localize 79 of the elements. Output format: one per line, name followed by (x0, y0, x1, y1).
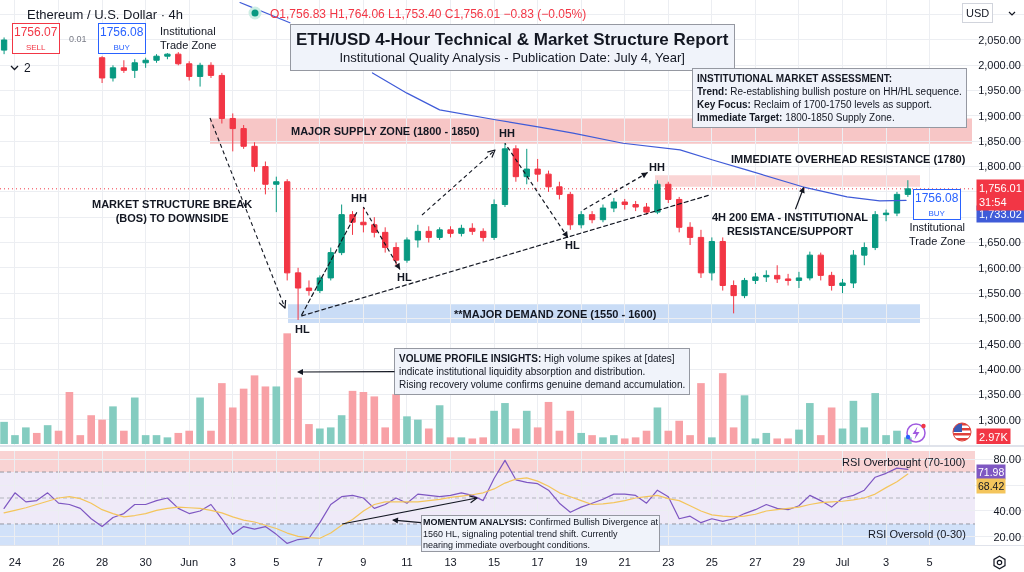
annotation: INSTITUTIONAL MARKET ASSESSMENT: (697, 73, 893, 84)
annotation: 4H 200 EMA - INSTITUTIONAL RESISTANCE/SUPPORT (712, 211, 869, 238)
y-tick-label: 2,050.00 (978, 33, 1021, 46)
y-tick-label: 1,650.00 (978, 236, 1021, 249)
y-tick-label: 1,950.00 (978, 84, 1021, 97)
y-tick-label: 1,500.00 (978, 312, 1021, 325)
annotation: BUY (113, 43, 131, 53)
annotation: Ethereum / U.S. Dollar · 4h (27, 7, 184, 22)
annotation: Institutional Trade Zone (909, 221, 966, 248)
annotation: 1756.08 (915, 191, 959, 205)
x-tick-label: 24 (8, 556, 22, 569)
annotation: 1756.08 (100, 25, 144, 39)
annotation: 68.42 (978, 480, 1005, 492)
x-tick-label: 5 (273, 556, 280, 569)
y-tick-label: 20.00 (993, 530, 1021, 543)
text: Institutional Quality Analysis - Publication Date: July 4, Year] (339, 49, 685, 65)
x-tick-label: Jul (835, 556, 850, 569)
annotation: HL (397, 271, 412, 283)
x-tick-label: 7 (316, 556, 323, 569)
annotation: O1,756.83 H1,764.06 L1,753.40 C1,756.01 −0.83 (−0.05%) (270, 7, 587, 21)
annotation: Institutional Trade Zone (160, 25, 217, 52)
annotation: MOMENTUM ANALYSIS: Confirmed Bullish Divergence at 1560 HL, signaling potential trend shift. Currently nearing immediate overbought conditions. (423, 517, 659, 551)
y-tick-label: 1,400.00 (978, 362, 1021, 375)
x-tick-label: 13 (444, 556, 457, 569)
x-tick-label: 21 (618, 556, 631, 569)
band-label: RSI Overbought (70-100) (842, 456, 966, 468)
annotation: HL (565, 239, 580, 251)
annotation: Key Focus: Reclaim of 1700-1750 levels as support. (697, 99, 933, 110)
y-tick-label: 1,900.00 (978, 109, 1021, 122)
ref-line-label: 1,756.01 (979, 182, 1022, 194)
y-tick-label: 1,850.00 (978, 135, 1021, 148)
band-label: **MAJOR DEMAND ZONE (1550 - 1600) (454, 308, 657, 320)
y-tick-label: 1,800.00 (978, 160, 1021, 173)
x-tick-label: 27 (749, 556, 762, 569)
x-tick-label: 26 (52, 556, 65, 569)
annotation: HH (649, 161, 665, 173)
band-label: MAJOR SUPPLY ZONE (1800 - 1850) (291, 125, 480, 137)
x-tick-label: 28 (95, 556, 109, 569)
annotation: HH (499, 127, 515, 139)
annotation: MARKET STRUCTURE BREAK (BOS) TO DOWNSIDE (92, 198, 253, 225)
x-tick-label: 3 (229, 556, 236, 569)
annotation: BUY (928, 209, 946, 219)
annotation: 1756.07 (14, 25, 58, 39)
y-tick-label: 1,600.00 (978, 261, 1021, 274)
x-tick-label: 5 (926, 556, 933, 569)
x-tick-label: 3 (883, 556, 890, 569)
x-tick-label: 9 (360, 556, 367, 569)
y-tick-label: 2,000.00 (978, 59, 1021, 72)
x-tick-label: 25 (705, 556, 718, 569)
y-tick-label: 80.00 (993, 452, 1021, 465)
annotation: 71.98 (978, 466, 1005, 478)
annotation: HL (295, 323, 310, 335)
y-tick-label: 1,350.00 (978, 388, 1021, 401)
annotation: 31:54 (979, 196, 1007, 209)
annotation: USD (966, 7, 990, 19)
y-tick-label: 1,450.00 (978, 337, 1021, 350)
annotation: Trend: Re-establishing bullish posture on HH/HL sequence. (697, 86, 962, 97)
y-tick-label: 1,550.00 (978, 286, 1021, 299)
x-tick-label: 29 (792, 556, 806, 569)
annotation: 0.01 (69, 34, 87, 44)
x-tick-label: 15 (487, 556, 501, 569)
annotation: SELL (25, 43, 47, 53)
x-tick-label: 30 (139, 556, 152, 569)
text: ETH/USD 4-Hour Technical & Market Structure Report (296, 30, 729, 49)
band-label: IMMEDIATE OVERHEAD RESISTANCE (1780) (731, 153, 966, 165)
annotation: HH (351, 192, 367, 204)
annotation: Immediate Target: 1800-1850 Supply Zone. (697, 112, 895, 123)
x-tick-label: 19 (575, 556, 588, 569)
x-tick-label: 23 (662, 556, 675, 569)
band-label: RSI Oversold (0-30) (868, 528, 966, 540)
x-tick-label: 11 (401, 556, 413, 569)
annotation: 2.97K (979, 431, 1009, 443)
y-tick-label: 40.00 (993, 504, 1021, 517)
x-tick-label: 17 (531, 556, 544, 569)
annotation: 2 (24, 61, 31, 75)
y-tick-label: 1,300.00 (978, 413, 1021, 426)
annotation: VOLUME PROFILE INSIGHTS: High volume spikes at [dates] indicate institutional liquidity absorption and distribution. Rising recovery volume confirms genuine demand accumulation. (399, 353, 686, 390)
annotation: 1,733.02 (979, 208, 1022, 220)
x-tick-label: Jun (180, 556, 199, 569)
